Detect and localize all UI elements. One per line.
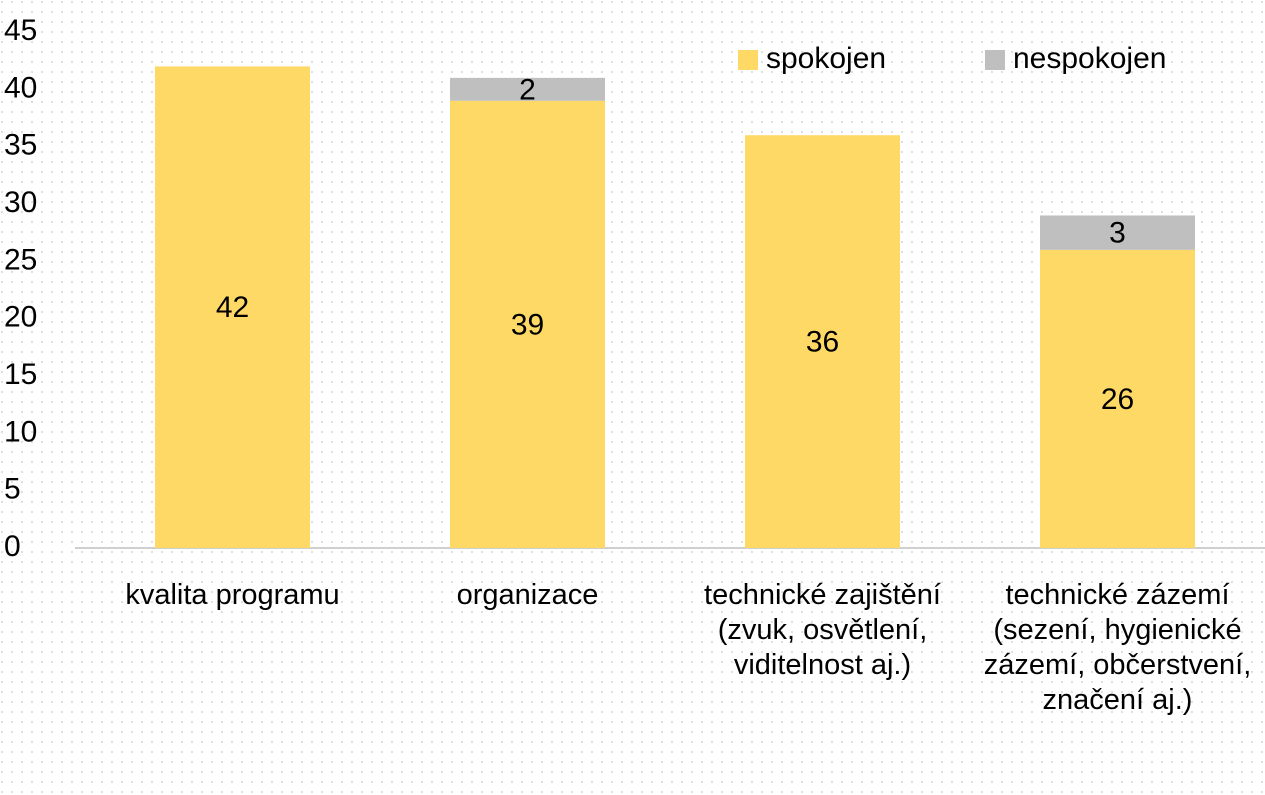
data-label: 39: [511, 308, 544, 341]
x-tick-label: technické zázemí (sezení, hygienické záz…: [983, 579, 1252, 716]
y-tick-label: 45: [4, 14, 37, 47]
y-tick-label: 20: [4, 301, 37, 334]
bar-segment: [1040, 249, 1195, 548]
bar-segment: [155, 66, 310, 549]
bar-segment: [745, 135, 900, 548]
data-label: 26: [1101, 383, 1134, 416]
data-label: 36: [806, 326, 839, 359]
legend-swatch: [985, 50, 1005, 70]
y-tick-label: 5: [4, 473, 21, 506]
data-label: 3: [1109, 217, 1126, 250]
data-label: 42: [216, 291, 249, 324]
legend-label: spokojen: [766, 42, 886, 75]
y-tick-label: 40: [4, 71, 37, 104]
bar-segment: [450, 77, 605, 101]
legend-swatch: [738, 50, 758, 70]
x-tick-label: organizace: [456, 579, 599, 611]
x-tick-label: kvalita programu: [125, 579, 340, 611]
bar-segment: [450, 100, 605, 549]
y-tick-label: 0: [4, 530, 21, 563]
y-tick-label: 15: [4, 358, 37, 391]
y-tick-label: 10: [4, 415, 37, 448]
y-tick-label: 25: [4, 243, 37, 276]
x-tick-label: technické zajištění (zvuk, osvětlení, vi…: [704, 579, 941, 681]
legend-label: nespokojen: [1013, 42, 1166, 75]
y-tick-label: 30: [4, 186, 37, 219]
data-label: 2: [519, 73, 536, 106]
y-tick-label: 35: [4, 129, 37, 162]
bar-segment: [1040, 215, 1195, 250]
